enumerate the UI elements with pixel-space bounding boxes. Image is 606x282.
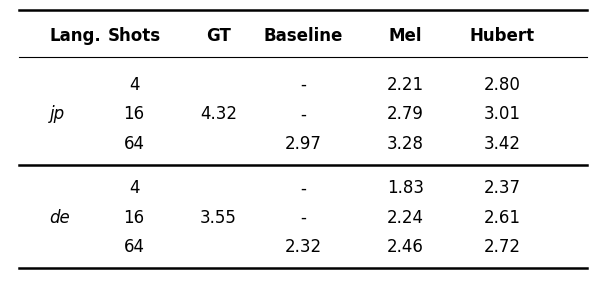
Text: 2.80: 2.80 bbox=[484, 76, 521, 94]
Text: 3.01: 3.01 bbox=[484, 105, 521, 124]
Text: jp: jp bbox=[50, 105, 65, 124]
Text: de: de bbox=[50, 209, 70, 227]
Text: Lang.: Lang. bbox=[50, 27, 101, 45]
Text: 2.79: 2.79 bbox=[387, 105, 424, 124]
Text: 64: 64 bbox=[124, 238, 145, 256]
Text: 2.46: 2.46 bbox=[387, 238, 424, 256]
Text: 64: 64 bbox=[124, 135, 145, 153]
Text: 16: 16 bbox=[124, 105, 145, 124]
Text: 4.32: 4.32 bbox=[200, 105, 237, 124]
Text: GT: GT bbox=[206, 27, 231, 45]
Text: Hubert: Hubert bbox=[470, 27, 534, 45]
Text: 2.24: 2.24 bbox=[387, 209, 424, 227]
Text: Baseline: Baseline bbox=[264, 27, 342, 45]
Text: -: - bbox=[300, 179, 306, 197]
Text: 1.83: 1.83 bbox=[387, 179, 424, 197]
Text: -: - bbox=[300, 105, 306, 124]
Text: 2.97: 2.97 bbox=[285, 135, 321, 153]
Text: 4: 4 bbox=[129, 179, 139, 197]
Text: 2.37: 2.37 bbox=[484, 179, 521, 197]
Text: 2.21: 2.21 bbox=[387, 76, 424, 94]
Text: 2.32: 2.32 bbox=[284, 238, 322, 256]
Text: -: - bbox=[300, 209, 306, 227]
Text: 3.55: 3.55 bbox=[200, 209, 237, 227]
Text: 16: 16 bbox=[124, 209, 145, 227]
Text: Shots: Shots bbox=[107, 27, 161, 45]
Text: 2.72: 2.72 bbox=[484, 238, 521, 256]
Text: 2.61: 2.61 bbox=[484, 209, 521, 227]
Text: 3.28: 3.28 bbox=[387, 135, 424, 153]
Text: 4: 4 bbox=[129, 76, 139, 94]
Text: 3.42: 3.42 bbox=[484, 135, 521, 153]
Text: Mel: Mel bbox=[389, 27, 422, 45]
Text: -: - bbox=[300, 76, 306, 94]
